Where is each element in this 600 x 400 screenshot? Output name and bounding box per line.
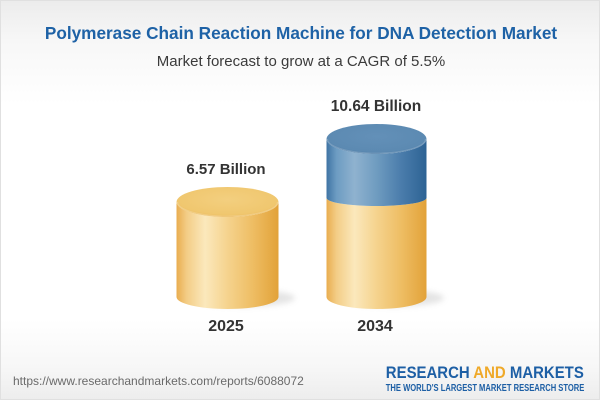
svg-text:THE WORLD'S LARGEST MARKET RES: THE WORLD'S LARGEST MARKET RESEARCH STOR… <box>386 383 585 394</box>
svg-text:RESEARCH AND MARKETS: RESEARCH AND MARKETS <box>386 363 584 382</box>
